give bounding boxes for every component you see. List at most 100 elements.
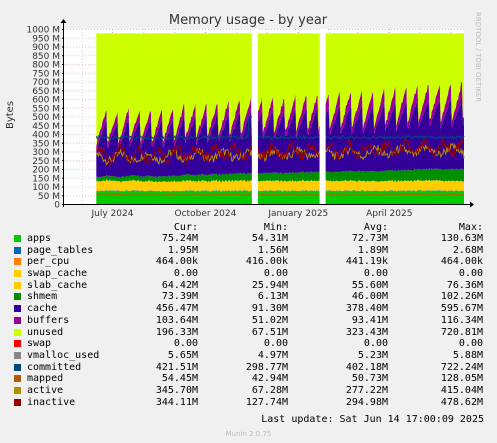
legend-value-avg: 441.19k — [345, 256, 388, 268]
legend-swatch — [14, 386, 21, 394]
area-buffers — [96, 81, 464, 153]
data-gaps — [251, 29, 326, 204]
legend-row-swap: swap 0.00 0.00 0.00 0.00 — [0, 338, 497, 350]
legend-swatch — [14, 316, 21, 324]
y-tick-label: 250 M — [32, 157, 60, 167]
legend-swatch — [14, 235, 21, 242]
legend-value-avg: 50.73M — [351, 373, 388, 385]
legend-series-name: vmalloc_used — [27, 349, 100, 361]
x-tick-label: July 2024 — [91, 209, 134, 219]
legend-series-name: mapped — [27, 373, 64, 385]
legend-value-avg: 46.00M — [351, 291, 388, 303]
legend-header-max: Max: — [458, 222, 483, 233]
legend-value-avg: 55.60M — [351, 279, 388, 291]
legend-value-min: 298.77M — [245, 361, 288, 373]
legend-value-min: 416.00k — [245, 256, 288, 268]
x-tick-label: April 2025 — [366, 209, 412, 219]
legend-value-min: 42.94M — [251, 373, 288, 385]
legend-value-max: 5.88M — [452, 349, 483, 361]
legend-header-avg: Avg: — [363, 222, 388, 233]
legend-series-name: cache — [27, 303, 58, 315]
legend-value-cur: 5.65M — [167, 349, 198, 361]
legend-value-avg: 378.40M — [345, 303, 388, 315]
legend-series-name: swap_cache — [27, 268, 88, 280]
legend-value-min: 4.97M — [257, 349, 288, 361]
legend-swatch — [14, 340, 21, 348]
legend-series-name: page_tables — [27, 244, 94, 256]
legend-value-min: 54.31M — [251, 233, 288, 244]
legend-value-max: 478.62M — [440, 396, 483, 408]
legend-swatch — [14, 258, 21, 266]
y-tick-label: 300 M — [32, 148, 60, 158]
y-tick-label: 900 M — [32, 43, 60, 53]
legend-row-active: active 345.70M 67.28M 277.22M 415.04M — [0, 385, 497, 397]
legend-value-avg: 402.18M — [345, 361, 388, 373]
legend-table: apps 75.24M 54.31M 72.73M 130.63M page_tables… — [0, 233, 497, 408]
legend-row-shmem: shmem 73.39M 6.13M 46.00M 102.26M — [0, 291, 497, 303]
rrdtool-credit: RRDTOOL / TOBI OETIKER — [474, 12, 482, 102]
legend-row-slab_cache: slab_cache 64.42M 25.94M 55.60M 76.36M — [0, 280, 497, 292]
legend-value-max: 130.63M — [440, 233, 483, 244]
y-tick-label: 100 M — [32, 183, 60, 193]
x-tick-label: January 2025 — [267, 209, 328, 219]
legend-value-cur: 464.00k — [155, 256, 198, 268]
legend-series-name: slab_cache — [27, 279, 88, 291]
line-inactive — [96, 138, 465, 167]
legend-value-max: 415.04M — [440, 384, 483, 396]
legend-value-cur: 0.00 — [173, 268, 198, 280]
munin-version: Munin 2.0.75 — [225, 430, 272, 438]
data-gap-1 — [319, 29, 326, 204]
legend-swatch — [14, 351, 21, 359]
legend-value-max: 720.81M — [440, 326, 483, 338]
legend-row-unused: unused 196.33M 67.51M 323.43M 720.81M — [0, 327, 497, 339]
legend-value-cur: 456.47M — [155, 303, 198, 315]
y-tick-label: 750 M — [32, 69, 60, 79]
legend-value-cur: 345.70M — [155, 384, 198, 396]
legend-value-cur: 64.42M — [161, 279, 198, 291]
legend-row-per_cpu: per_cpu 464.00k 416.00k 441.19k 464.00k — [0, 256, 497, 268]
x-tick-label: October 2024 — [175, 209, 237, 219]
y-tick-label: 450 M — [32, 122, 60, 132]
legend-value-cur: 1.95M — [167, 244, 198, 256]
legend-row-committed: committed 421.51M 298.77M 402.18M 722.24M — [0, 362, 497, 374]
legend-value-min: 127.74M — [245, 396, 288, 408]
x-axis-arrow — [470, 201, 474, 208]
data-gap-0 — [251, 29, 258, 204]
legend-row-page_tables: page_tables 1.95M 1.56M 1.89M 2.68M — [0, 245, 497, 257]
legend-value-cur: 0.00 — [173, 338, 198, 350]
line-committed — [95, 115, 465, 141]
legend-row-vmalloc_used: vmalloc_used 5.65M 4.97M 5.23M 5.88M — [0, 350, 497, 362]
legend-swatch — [14, 270, 21, 278]
y-tick-label: 350 M — [32, 139, 60, 149]
y-tick-label: 650 M — [32, 87, 60, 97]
legend-series-name: active — [27, 384, 64, 396]
legend-row-buffers: buffers 103.64M 51.02M 93.41M 116.34M — [0, 315, 497, 327]
y-tick-label: 500 M — [32, 113, 60, 123]
legend-value-min: 51.02M — [251, 314, 288, 326]
legend-header-cur: Cur: — [173, 222, 198, 233]
area-shmem — [96, 168, 464, 183]
legend-value-avg: 1.89M — [357, 244, 388, 256]
legend-value-max: 76.36M — [446, 279, 483, 291]
legend-header-min: Min: — [263, 222, 288, 233]
legend-value-max: 0.00 — [458, 268, 483, 280]
legend-value-cur: 73.39M — [161, 291, 198, 303]
legend-row-mapped: mapped 54.45M 42.94M 50.73M 128.05M — [0, 373, 497, 385]
legend-series-name: shmem — [27, 291, 58, 303]
legend-value-avg: 323.43M — [345, 326, 388, 338]
legend-series-name: swap — [27, 338, 52, 350]
legend-swatch — [14, 281, 21, 289]
legend-value-avg: 0.00 — [363, 338, 388, 350]
legend-value-avg: 277.22M — [345, 384, 388, 396]
legend-value-avg: 5.23M — [357, 349, 388, 361]
y-tick-label: 550 M — [32, 104, 60, 114]
y-axis-arrow — [60, 19, 67, 23]
legend-value-min: 67.51M — [251, 326, 288, 338]
legend-series-name: committed — [27, 361, 82, 373]
stacked-areas — [96, 33, 464, 204]
area-page_tables — [96, 190, 464, 192]
legend-value-avg: 72.73M — [351, 233, 388, 244]
legend-series-name: apps — [27, 233, 52, 244]
y-tick-label: 150 M — [32, 174, 60, 184]
axes — [60, 19, 474, 208]
